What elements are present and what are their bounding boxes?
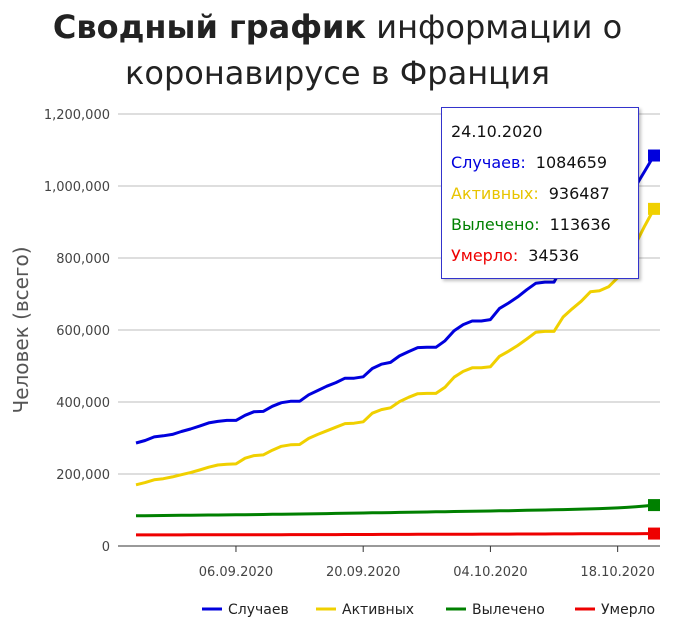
tooltip-deaths-value: 34536: [528, 246, 580, 265]
x-tick-label: 06.09.2020: [199, 565, 273, 580]
x-axis-ticks: 06.09.2020 20.09.2020 04.10.2020 18.10.2020: [199, 546, 655, 580]
chart-title-rest: информации о коронавирусе в Франция: [125, 8, 623, 92]
tooltip-active: Активных: 936487: [451, 184, 610, 203]
y-tick-label: 1,000,000: [44, 180, 110, 195]
y-tick-label: 400,000: [56, 396, 110, 411]
y-tick-label: 200,000: [56, 468, 110, 483]
tooltip-deaths-label: Умерло:: [451, 246, 519, 265]
tooltip-recovered-value: 113636: [549, 215, 611, 234]
legend-label-3: Умерло: [601, 602, 655, 618]
y-tick-label: 0: [102, 540, 110, 555]
series-line-2: [135, 503, 655, 518]
x-tick-label: 04.10.2020: [453, 565, 527, 580]
series-line-3: [136, 532, 654, 537]
tooltip-cases: Случаев: 1084659: [451, 153, 607, 172]
legend-label-0: Случаев: [228, 602, 289, 618]
series-end-markers: [648, 149, 660, 540]
tooltip-recovered-label: Вылечено:: [451, 215, 540, 234]
y-tick-label: 1,200,000: [44, 108, 110, 123]
chart-title-bold: Сводный график: [52, 8, 367, 46]
legend-label-1: Активных: [342, 602, 414, 618]
series-end-marker-1: [648, 202, 660, 215]
tooltip-recovered: Вылечено: 113636: [451, 215, 611, 234]
tooltip-active-value: 936487: [548, 184, 610, 203]
x-tick-label: 20.09.2020: [326, 565, 400, 580]
y-tick-label: 800,000: [56, 252, 110, 267]
legend-label-2: Вылечено: [472, 602, 545, 618]
series-end-marker-2: [648, 499, 660, 512]
series-line-1: [135, 208, 656, 487]
series-end-marker-0: [648, 149, 660, 162]
chart-title: Сводный график информации о коронавирусе…: [0, 4, 675, 96]
tooltip-cases-label: Случаев:: [451, 153, 526, 172]
y-axis-label: Человек (всего): [9, 246, 33, 413]
y-axis-ticks: 0 200,000 400,000 600,000 800,000 1,000,000 1,…: [44, 108, 110, 555]
tooltip-cases-value: 1084659: [535, 153, 608, 172]
tooltip-active-label: Активных:: [451, 184, 539, 203]
x-tick-label: 18.10.2020: [580, 565, 654, 580]
data-tooltip: 24.10.2020 Случаев: 1084659 Активных: 9364…: [441, 107, 639, 279]
series-end-marker-3: [648, 527, 660, 540]
legend: Случаев Активных Вылечено Умерло: [202, 602, 655, 618]
tooltip-date: 24.10.2020: [451, 122, 543, 141]
y-tick-label: 600,000: [56, 324, 110, 339]
tooltip-deaths: Умерло: 34536: [451, 246, 579, 265]
